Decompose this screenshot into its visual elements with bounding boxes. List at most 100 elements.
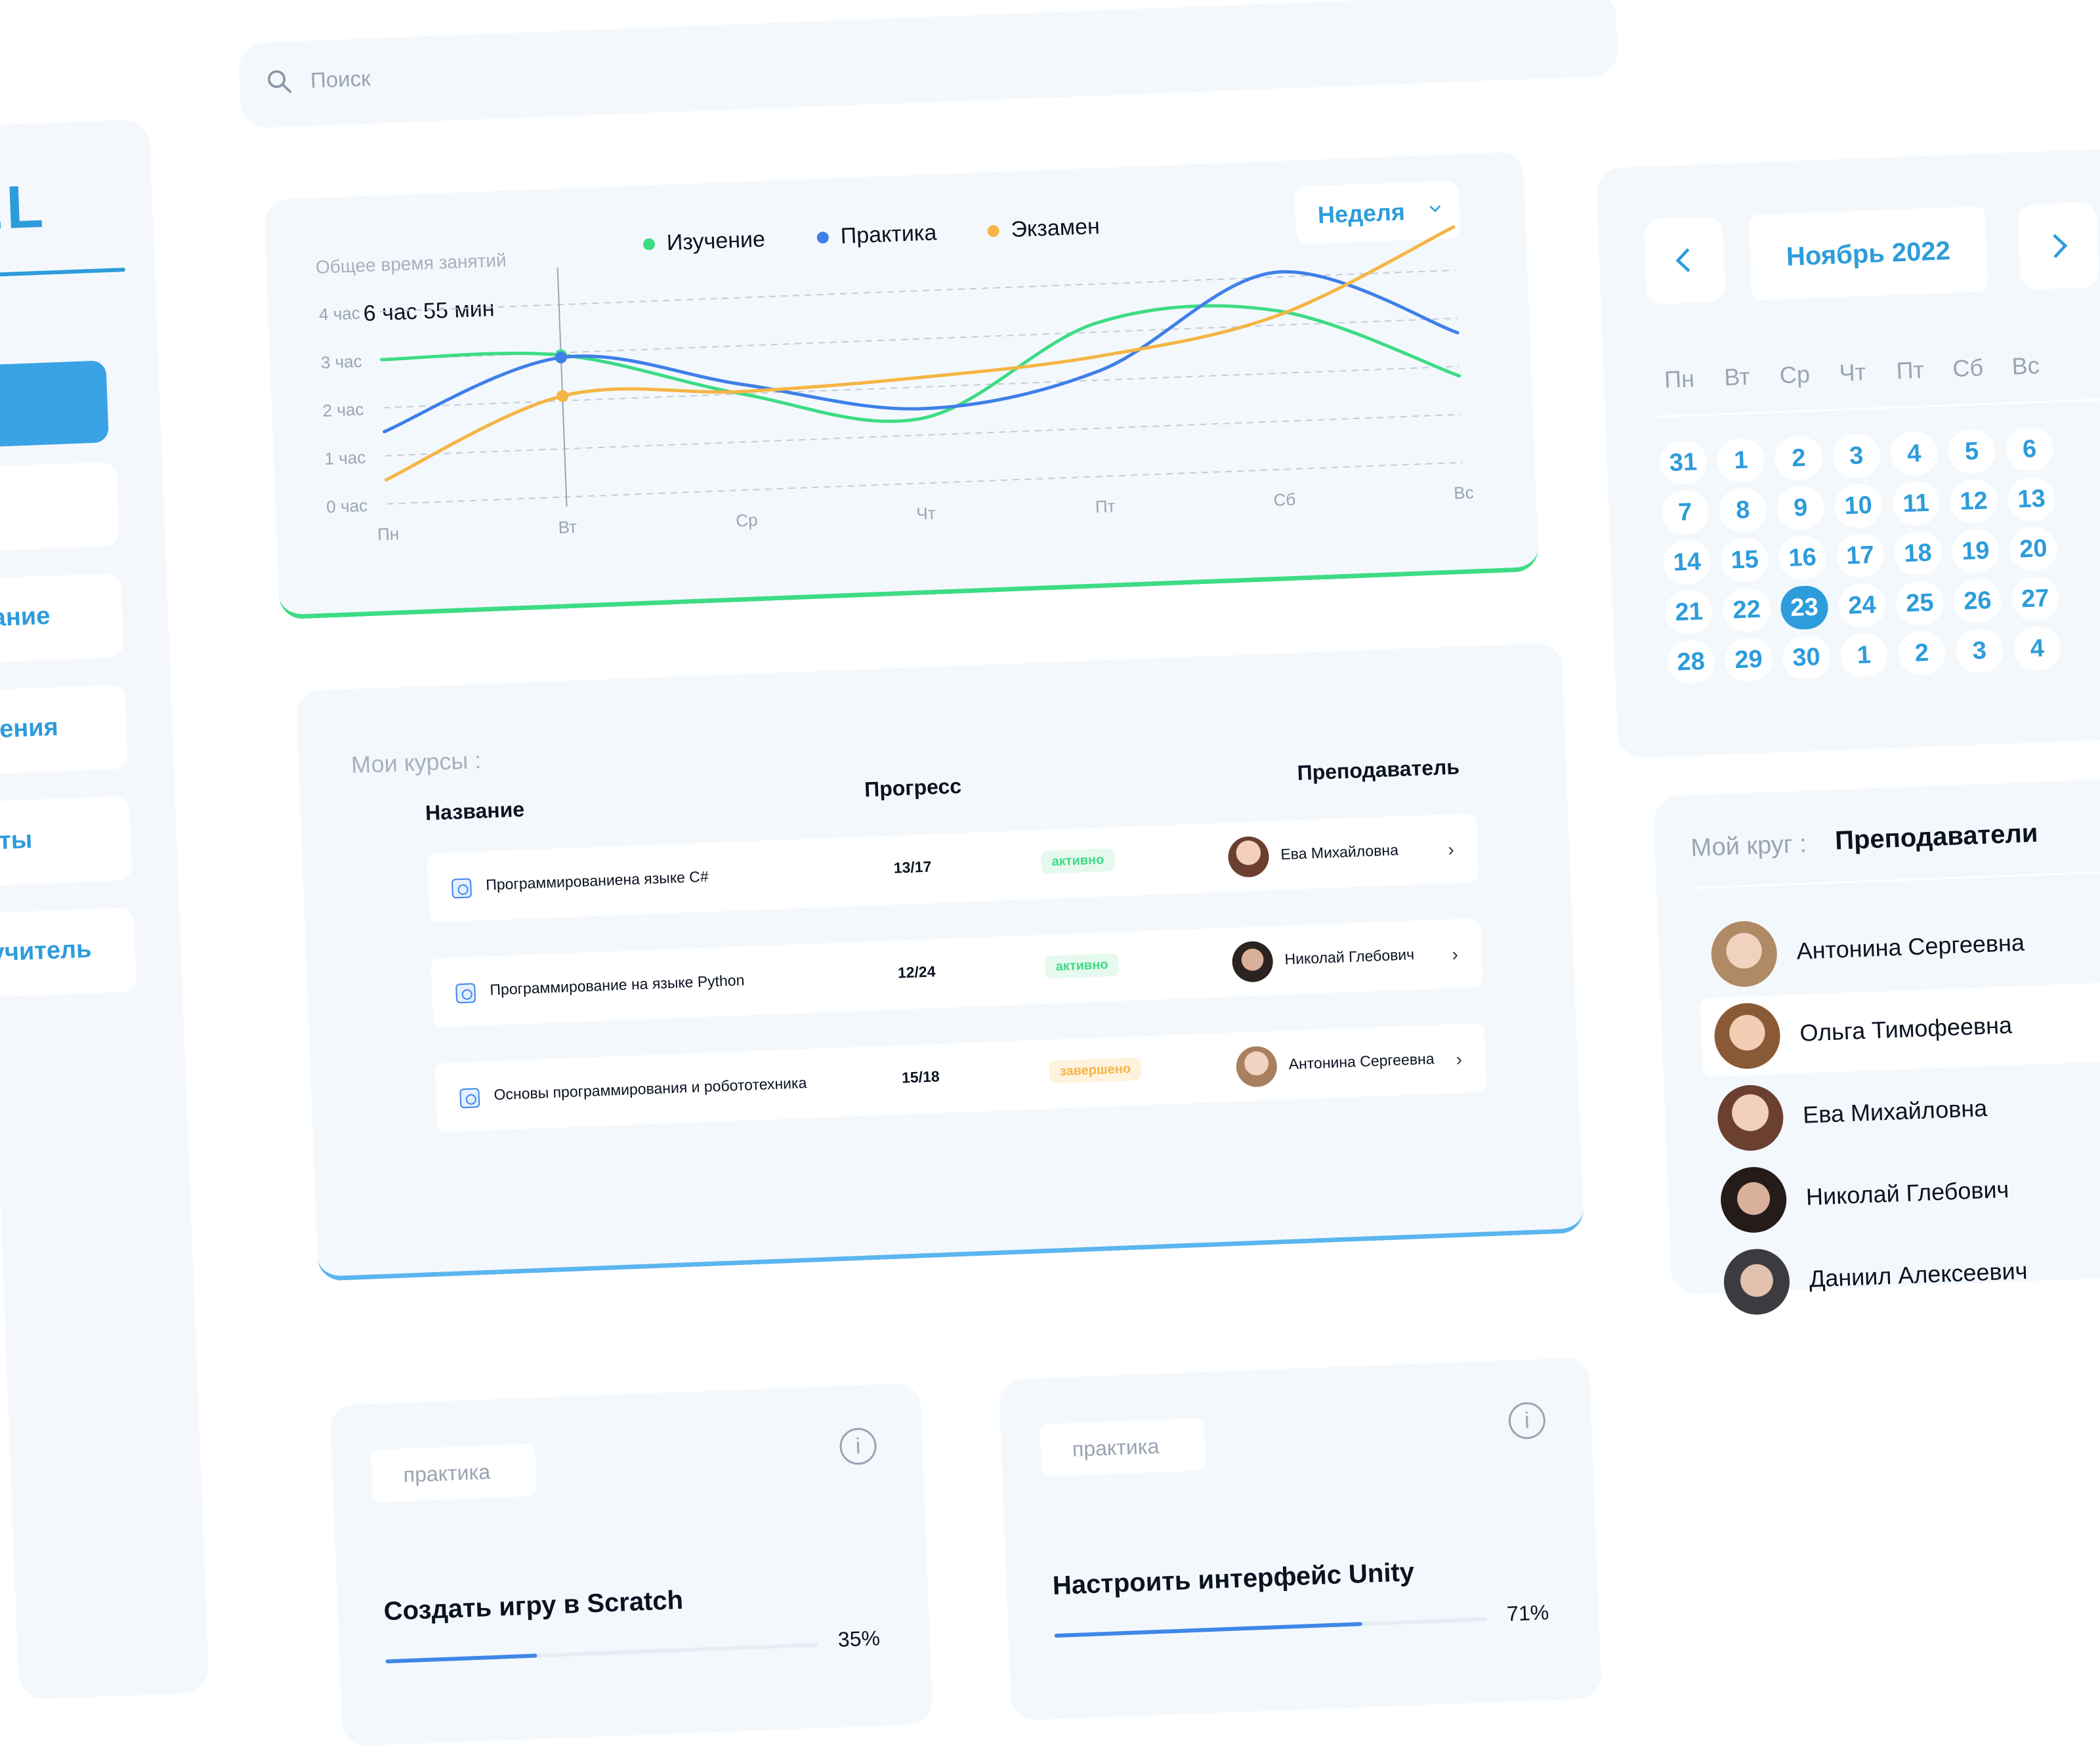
chevron-left-icon bbox=[1675, 248, 1690, 272]
avatar bbox=[1716, 1083, 1785, 1152]
calendar-card: Ноябрь 2022 Пн Вт Ср Чт Пт Сб Вс 31 1 2 3 4 5 6 7 8 9 10… bbox=[1595, 148, 2100, 759]
calendar-prev-button[interactable] bbox=[1643, 216, 1726, 305]
info-icon[interactable]: i bbox=[839, 1427, 877, 1466]
calendar-day[interactable]: 24 bbox=[1838, 583, 1887, 629]
person-item[interactable]: Даниил Алексеевич bbox=[1710, 1227, 2100, 1323]
sidebar-item-teacher[interactable]: учитель bbox=[0, 907, 137, 997]
calendar-day[interactable]: 9 bbox=[1776, 485, 1825, 531]
weekday-label: Чт bbox=[1838, 358, 1866, 386]
x-tick-label: Вт bbox=[558, 517, 578, 537]
search-icon bbox=[268, 70, 292, 93]
calendar-days: 31 1 2 3 4 5 6 7 8 9 10 11 12 13 14 15 16 17 18 19 20 21 22 23 2… bbox=[1596, 148, 2100, 685]
teacher-name: Антонина Сергеевна bbox=[1288, 1050, 1435, 1073]
circle-divider bbox=[1692, 869, 2100, 889]
chevron-right-icon[interactable]: › bbox=[1451, 943, 1459, 965]
calendar-day[interactable]: 1 bbox=[1716, 438, 1766, 484]
chevron-down-icon bbox=[1429, 205, 1441, 213]
calendar-day[interactable]: 20 bbox=[2009, 526, 2058, 572]
chevron-right-icon[interactable]: › bbox=[1447, 838, 1455, 860]
calendar-day[interactable]: 2 bbox=[1774, 435, 1824, 481]
task-progress-label: 35% bbox=[837, 1626, 881, 1651]
calendar-day[interactable]: 14 bbox=[1662, 539, 1712, 585]
info-icon[interactable]: i bbox=[1507, 1401, 1546, 1440]
my-circle-card: Мой круг : Преподаватели Антонина Сергее… bbox=[1652, 777, 2100, 1316]
task-progress-fill bbox=[385, 1653, 537, 1664]
teacher-name: Ева Михайловна bbox=[1280, 841, 1399, 863]
calendar-day[interactable]: 6 bbox=[2005, 426, 2054, 472]
calendar-day[interactable]: 10 bbox=[1834, 483, 1883, 529]
calendar-day[interactable]: 17 bbox=[1836, 533, 1885, 579]
calendar-day[interactable]: 23 bbox=[1780, 585, 1829, 631]
calendar-day[interactable]: 2 bbox=[1897, 630, 1946, 676]
task-card[interactable]: практика i Настроить интерфейс Unity 71% bbox=[998, 1357, 1603, 1721]
person-item[interactable]: Ольга Тимофеевна bbox=[1700, 980, 2100, 1077]
course-name: Программирование на языке Python bbox=[489, 971, 745, 999]
weekday-label: Вт bbox=[1723, 363, 1751, 391]
calendar-day[interactable]: 3 bbox=[1955, 628, 2004, 674]
calendar-day[interactable]: 30 bbox=[1782, 634, 1831, 680]
person-item[interactable]: Ева Михайловна bbox=[1703, 1063, 2100, 1159]
calendar-day[interactable]: 4 bbox=[1889, 431, 1939, 476]
calendar-day[interactable]: 12 bbox=[1949, 478, 1998, 524]
gridline bbox=[379, 269, 1456, 312]
calendar-day[interactable]: 16 bbox=[1778, 535, 1827, 581]
calendar-day[interactable]: 31 bbox=[1658, 440, 1708, 486]
calendar-day[interactable]: 18 bbox=[1893, 531, 1942, 576]
calendar-day[interactable]: 26 bbox=[1953, 578, 2002, 624]
course-row[interactable]: Программированиена языке C# 13/17 активн… bbox=[427, 813, 1479, 922]
calendar-day[interactable]: 27 bbox=[2011, 576, 2060, 621]
task-card[interactable]: практика i Создать игру в Scratch 35% bbox=[329, 1382, 933, 1747]
sidebar-item-schedule[interactable]: сание bbox=[0, 573, 124, 663]
circle-filter-value[interactable]: Преподаватели bbox=[1834, 818, 2039, 856]
calendar-day[interactable]: 25 bbox=[1895, 581, 1944, 626]
x-tick-label: Ср bbox=[736, 510, 758, 530]
dashboard: EL сание жения кты учитель Поиск Общее в… bbox=[0, 0, 2100, 1620]
calendar-day[interactable]: 4 bbox=[2012, 626, 2062, 671]
highlight-line bbox=[556, 267, 568, 507]
calendar-day[interactable]: 5 bbox=[1947, 428, 1996, 474]
calendar-day[interactable]: 22 bbox=[1722, 587, 1771, 632]
period-dropdown[interactable]: Неделя bbox=[1294, 180, 1461, 245]
weekday-label: Ср bbox=[1779, 360, 1811, 389]
course-row[interactable]: Основы программирования и робототехника … bbox=[434, 1023, 1487, 1132]
person-item[interactable]: Антонина Сергеевна bbox=[1697, 899, 2100, 995]
course-row[interactable]: Программирование на языке Python 12/24 а… bbox=[430, 918, 1483, 1027]
y-tick-label: 4 час bbox=[318, 303, 360, 324]
activity-line-chart: 0 час 1 час 2 час 3 час 4 час Пн Вт Ср Чт Пт Сб Вс bbox=[318, 225, 1474, 545]
sidebar-item-active[interactable] bbox=[0, 360, 110, 448]
calendar-day[interactable]: 11 bbox=[1891, 481, 1941, 526]
status-badge: завершено bbox=[1049, 1057, 1142, 1084]
series-line bbox=[383, 270, 1460, 434]
weekday-label: Сб bbox=[1952, 354, 1984, 383]
course-icon bbox=[459, 1088, 480, 1109]
logo-divider bbox=[0, 267, 126, 278]
person-name: Николай Глебович bbox=[1805, 1175, 2009, 1211]
calendar-day[interactable]: 8 bbox=[1718, 487, 1768, 533]
chevron-right-icon[interactable]: › bbox=[1456, 1048, 1463, 1070]
avatar bbox=[1713, 1002, 1782, 1070]
calendar-next-button[interactable] bbox=[2017, 201, 2100, 291]
search-placeholder: Поиск bbox=[310, 66, 371, 93]
avatar bbox=[1235, 1045, 1278, 1088]
my-courses-card: Мои курсы : Название Прогресс Преподават… bbox=[295, 642, 1584, 1281]
task-tag-label: практика bbox=[1072, 1434, 1160, 1461]
calendar-day[interactable]: 28 bbox=[1666, 639, 1715, 685]
calendar-day[interactable]: 29 bbox=[1724, 637, 1773, 682]
calendar-month[interactable]: Ноябрь 2022 bbox=[1748, 206, 1988, 300]
x-tick-label: Чт bbox=[916, 503, 936, 524]
calendar-day[interactable]: 3 bbox=[1832, 433, 1881, 479]
x-tick-label: Сб bbox=[1273, 489, 1296, 510]
calendar-day[interactable]: 15 bbox=[1720, 537, 1769, 583]
sidebar-item-apps[interactable]: жения bbox=[0, 684, 129, 774]
calendar-day[interactable]: 7 bbox=[1660, 489, 1710, 535]
calendar-day[interactable]: 19 bbox=[1951, 528, 2000, 574]
avatar bbox=[1227, 835, 1270, 879]
sidebar-item-contacts[interactable]: кты bbox=[0, 796, 133, 886]
calendar-day[interactable]: 13 bbox=[2007, 476, 2056, 522]
calendar-day[interactable]: 1 bbox=[1839, 632, 1889, 678]
search-input[interactable]: Поиск bbox=[238, 0, 1619, 129]
sidebar-item-label: кты bbox=[0, 826, 33, 856]
sidebar-item-blank[interactable] bbox=[0, 461, 120, 552]
calendar-day[interactable]: 21 bbox=[1664, 589, 1713, 635]
person-item[interactable]: Николай Глебович bbox=[1706, 1145, 2100, 1241]
